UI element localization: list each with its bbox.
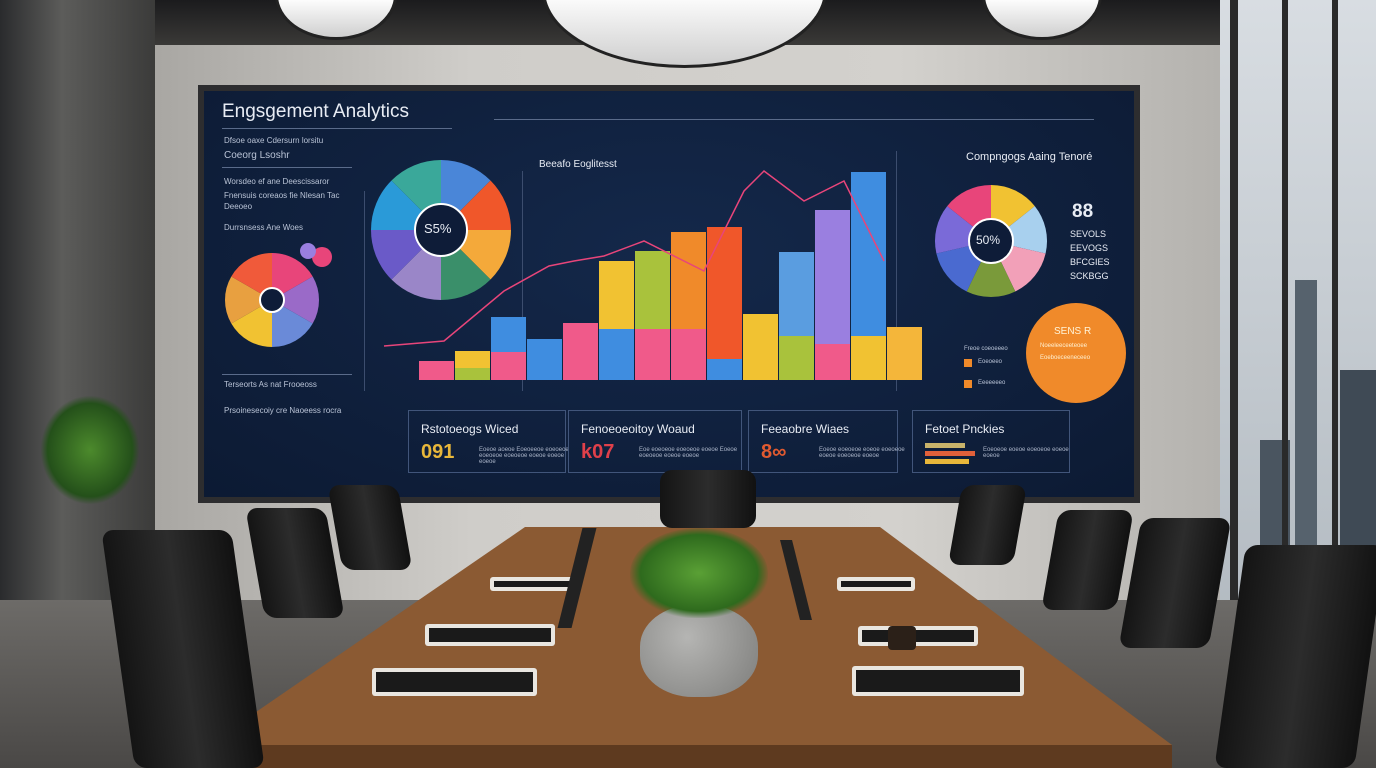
bar: [707, 359, 742, 380]
bar: [815, 344, 850, 380]
right-chart-title: Compngogs Aaing Tenoré: [966, 151, 1093, 163]
card-title: Rstotoeogs Wiced: [421, 422, 519, 436]
bar: [851, 336, 886, 380]
kpi-card: Fenoeoeoitoy Woaud k07 Eoe eoeoeoe eoeoe…: [568, 410, 742, 473]
bar: [635, 251, 670, 329]
tablet: [837, 577, 915, 591]
bar: [671, 232, 706, 329]
left-text: Terseorts As nat Frooeoss: [224, 380, 317, 389]
card-value: 091: [421, 441, 455, 463]
card-title: Fetoet Pnckies: [925, 422, 1005, 436]
potted-plant: [40, 395, 140, 505]
tablet: [372, 668, 537, 696]
card-value: 8∞: [761, 441, 787, 463]
pie-chart-right: [935, 185, 1047, 297]
highlight-circle: [1026, 303, 1126, 403]
card-desc: Eoeoe eoeoeoe eoeoe eoeoeoe eoeoe eoeoeo…: [819, 447, 905, 459]
pie-hole: [414, 203, 468, 257]
pie-slice: [272, 276, 319, 324]
circle-text: Noeeleeceeteoee: [1040, 343, 1088, 349]
kpi-card: Rstotoeogs Wiced 091 Eoeoe aoeoe Eoeoeeo…: [408, 410, 569, 473]
pie-label: S5%: [424, 221, 452, 236]
tablet: [852, 666, 1024, 696]
charts-layer: [225, 160, 1126, 403]
pie-chart-small: [225, 253, 319, 347]
dashboard-screen: Engsgement Analytics Dfsoe oaxe Cdersurn…: [198, 85, 1140, 503]
circle-title: SENS R: [1054, 326, 1092, 337]
left-text: Coeorg Lsoshr: [224, 150, 290, 161]
legend-item: Eoeoeeo: [978, 359, 1003, 365]
card-title: Fenoeoeoitoy Woaud: [581, 422, 695, 436]
office-chair: [327, 485, 413, 570]
left-text: Deeoeo: [224, 202, 253, 211]
tablet: [490, 577, 580, 591]
bar: [491, 317, 526, 352]
card-desc: Eoeoeoe eoeoe eoeoeoe eoeoe eoeoe: [983, 447, 1069, 459]
left-text: Durrsnsess Ane Woes: [224, 223, 303, 232]
circle-text: Eoeboeceeneceeo: [1040, 355, 1091, 361]
card-title: Feeaobre Wiaes: [761, 422, 850, 436]
pie-slice: [231, 253, 272, 300]
tablet: [425, 624, 555, 646]
left-text: Dfsoe oaxe Cdersurn lorsitu: [224, 136, 324, 145]
pie-slice: [225, 276, 272, 324]
office-chair: [660, 470, 756, 528]
pie-slice: [272, 300, 313, 347]
kpi-card: Feeaobre Wiaes 8∞ Eoeoe eoeoeoe eoeoe eo…: [748, 410, 905, 473]
bar: [887, 327, 922, 380]
bar: [419, 361, 454, 380]
big-number: 88: [1072, 201, 1094, 222]
card-desc: Eoeoe aoeoe Eoeoeeoe eoeoeoe eoeoeoe eoe…: [479, 447, 569, 465]
bar: [599, 261, 634, 329]
bar: [563, 323, 598, 380]
right-pie-label: 50%: [976, 233, 1001, 247]
trend-line: [383, 170, 885, 347]
left-text: Worsdeo ef ane Deescissaror: [224, 177, 330, 186]
pie-hole: [968, 218, 1014, 264]
bar: [455, 368, 490, 380]
bar: [527, 339, 562, 380]
pie-slice: [966, 241, 1016, 297]
bar: [779, 336, 814, 380]
bar: [455, 351, 490, 368]
left-text: Prsoinesecoiy cre Naoeess rocra: [224, 406, 342, 415]
succulent-plant: [630, 528, 768, 618]
kpi-card: Fetoet Pnckies Eoeoeoe eoeoe eoeoeoe eoe…: [912, 410, 1070, 473]
center-chart-title: Beeafo Eoglitesst: [539, 159, 617, 170]
stat: BFCGIES: [1070, 257, 1110, 267]
bar: [707, 227, 742, 359]
stat: SEVOLS: [1070, 229, 1107, 239]
bar: [743, 314, 778, 380]
tablet: [858, 626, 978, 646]
card-value: k07: [581, 441, 615, 463]
bar: [635, 329, 670, 380]
pie-slice: [231, 300, 272, 347]
dashboard-title: Engsgement Analytics: [222, 101, 409, 122]
bar: [491, 352, 526, 380]
bar: [599, 329, 634, 380]
legend-item: Freoe coeoeeeo: [964, 346, 1008, 352]
plant-pot: [640, 605, 758, 697]
bar: [671, 329, 706, 380]
pie-slice: [272, 253, 313, 300]
pie-chart-large: [371, 160, 511, 300]
legend-item: Eeeeeeeo: [978, 380, 1006, 386]
pie-hole: [259, 287, 285, 313]
bar: [779, 252, 814, 336]
stat: SCKBGG: [1070, 271, 1109, 281]
stat: EEVOGS: [1070, 243, 1109, 253]
bar: [815, 210, 850, 344]
coffee-cup: [888, 626, 916, 650]
card-desc: Eoe eoeoeoe eoeoeoe eoeoe Eoeoe eoeoeoe …: [639, 447, 738, 459]
bar-chart: [419, 172, 922, 380]
left-text: Fnensuis coreaos fie Nlesan Tac: [224, 191, 340, 200]
